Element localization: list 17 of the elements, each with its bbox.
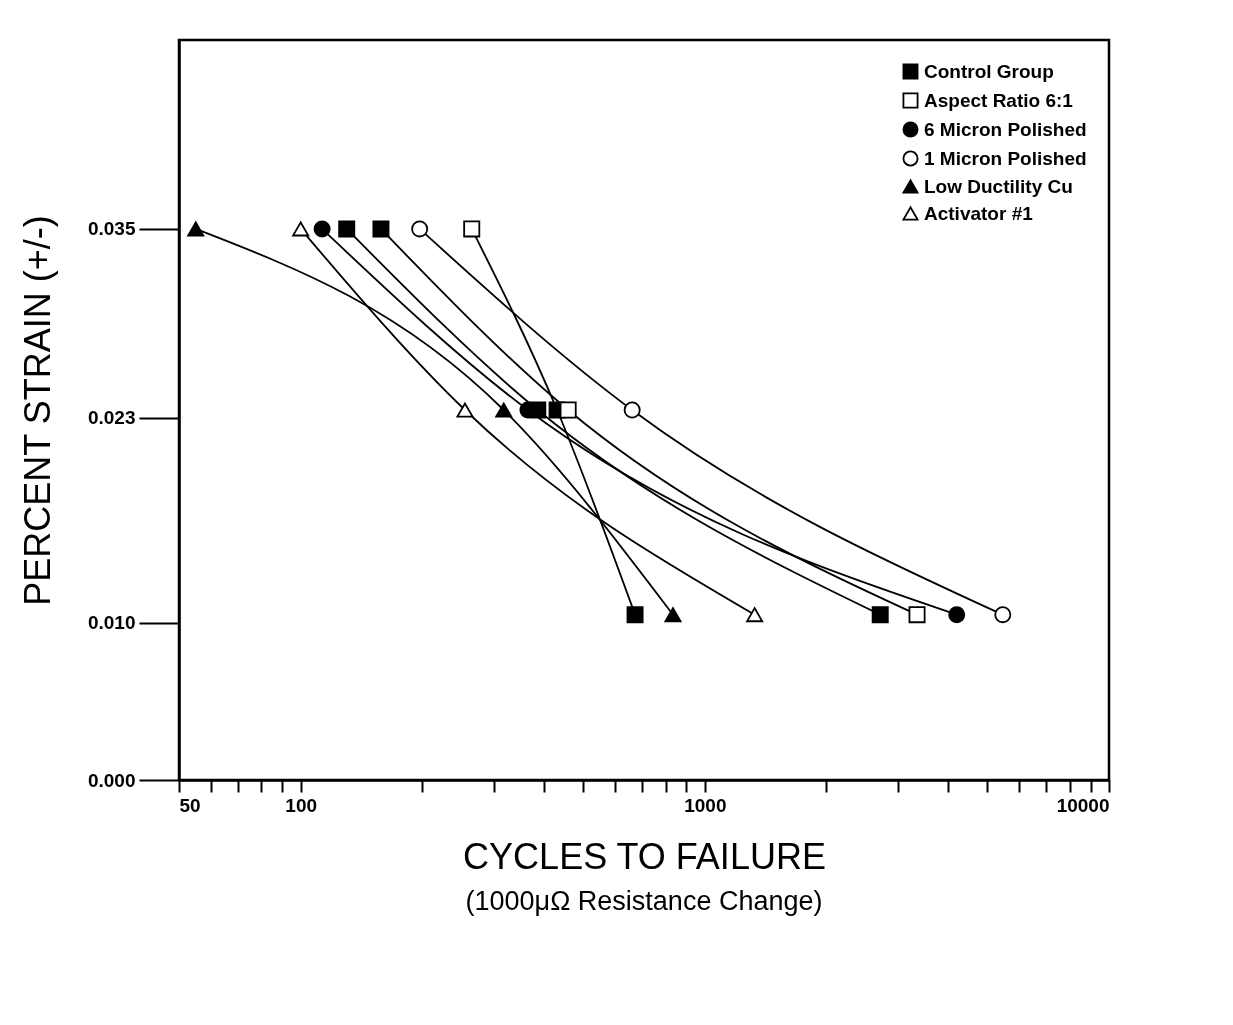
x-tick-label: 100: [285, 794, 318, 816]
legend-label: Low Ductility Cu: [924, 175, 1073, 197]
x-tick-label: 1000: [684, 794, 727, 816]
y-tick-label: 0.010: [87, 612, 136, 634]
x-tick-label: 50: [179, 794, 201, 816]
x-axis-title: CYCLES TO FAILURE: [463, 835, 826, 877]
legend-label: 6 Micron Polished: [924, 118, 1087, 140]
y-tick-label: 0.023: [87, 407, 136, 429]
legend-label: Activator #1: [924, 202, 1034, 224]
text: (1000μΩ Resistance Change): [465, 886, 823, 916]
y-axis-title: PERCENT STRAIN (+/-): [16, 215, 58, 606]
legend-label: Control Group: [924, 60, 1054, 82]
legend-label: 1 Micron Polished: [924, 147, 1087, 169]
legend-label: Aspect Ratio 6:1: [924, 89, 1074, 111]
y-tick-label: 0.000: [87, 769, 136, 791]
y-tick-label: 0.035: [87, 218, 136, 240]
x-tick-label: 10000: [1056, 794, 1110, 816]
